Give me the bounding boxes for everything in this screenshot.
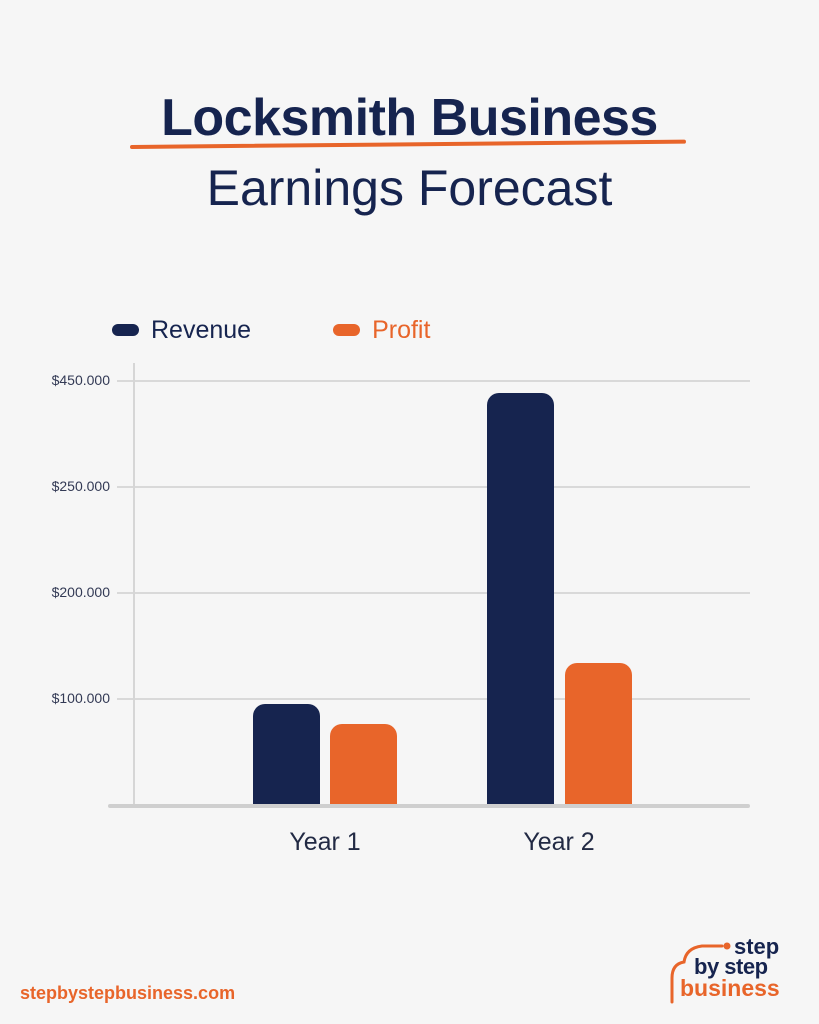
y-tick-label: $100.000 xyxy=(51,690,110,706)
y-tick-label: $250.000 xyxy=(51,478,110,494)
logo-word-business: business xyxy=(680,975,780,1001)
chart-title-line1: Locksmith Business xyxy=(161,89,658,147)
x-axis xyxy=(108,804,750,808)
legend-label-revenue: Revenue xyxy=(151,315,252,344)
bar-year1-revenue xyxy=(253,704,320,804)
brand-logo: step by step business xyxy=(666,936,796,1006)
bar-year2-revenue xyxy=(487,393,554,804)
logo-arc-icon xyxy=(670,942,731,1004)
legend-item-revenue: Revenue xyxy=(112,316,251,345)
legend-item-profit: Profit xyxy=(333,316,430,345)
y-tick-label: $450.000 xyxy=(51,372,110,388)
chart-title-line2: Earnings Forecast xyxy=(206,160,613,216)
x-tick-label-year2: Year 2 xyxy=(523,828,595,856)
bar-year1-profit xyxy=(330,724,397,804)
revenue-swatch-icon xyxy=(112,324,139,336)
gridline xyxy=(117,698,750,700)
legend-label-profit: Profit xyxy=(372,315,431,344)
gridline xyxy=(117,486,750,488)
gridline xyxy=(117,592,750,594)
profit-swatch-icon xyxy=(333,324,361,336)
website-link[interactable]: stepbystepbusiness.com xyxy=(20,983,236,1003)
gridline xyxy=(117,380,750,382)
logo-word-step: step xyxy=(734,934,780,959)
y-tick-label: $200.000 xyxy=(51,584,110,600)
legend: Revenue Profit xyxy=(112,313,512,347)
y-axis xyxy=(133,363,135,806)
logo-word-by-step: by step xyxy=(694,954,768,979)
x-tick-label-year1: Year 1 xyxy=(289,828,361,856)
bar-year2-profit xyxy=(565,663,632,804)
